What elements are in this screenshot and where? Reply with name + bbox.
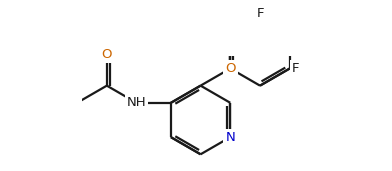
Text: O: O <box>225 62 236 75</box>
Text: F: F <box>292 62 299 75</box>
Text: O: O <box>102 48 112 61</box>
Text: N: N <box>225 131 235 144</box>
Text: F: F <box>256 7 264 20</box>
Text: NH: NH <box>127 96 146 109</box>
